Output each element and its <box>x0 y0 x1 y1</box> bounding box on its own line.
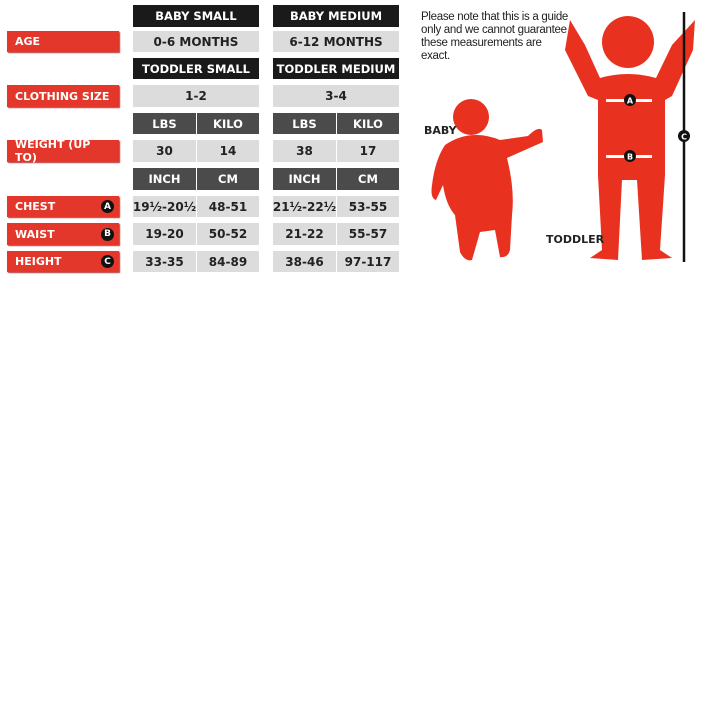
label-height: HEIGHT C <box>7 251 119 272</box>
unit-kilo: KILO <box>197 113 259 134</box>
unit-cm: CM <box>197 168 259 190</box>
label-text: CHEST <box>15 200 56 213</box>
svg-text:C: C <box>681 133 687 142</box>
unit-inch: INCH <box>133 168 196 190</box>
waist-cell: 50-52 <box>197 223 259 245</box>
unit-cm: CM <box>337 168 399 190</box>
disclaimer-note: Please note that this is a guide only an… <box>421 11 569 62</box>
label-text: WAIST <box>15 227 55 241</box>
label-text: HEIGHT <box>15 255 62 268</box>
marker-c-icon: C <box>101 255 114 268</box>
label-weight: WEIGHT (UP TO) <box>7 138 119 164</box>
label-clothing-size: CLOTHING SIZE <box>7 85 119 107</box>
age-small: 0-6 MONTHS <box>133 31 259 52</box>
marker-c-icon: C <box>678 130 690 142</box>
svg-text:B: B <box>627 153 633 162</box>
height-cell: 38-46 <box>273 251 336 272</box>
unit-inch: INCH <box>273 168 336 190</box>
toddler-silhouette <box>565 16 695 260</box>
chest-cell: 21½-22½ <box>273 196 336 217</box>
weight-cell: 14 <box>197 140 259 162</box>
toddler-label: TODDLER <box>546 233 605 246</box>
weight-cell: 38 <box>273 140 336 162</box>
height-cell: 97-117 <box>337 251 399 272</box>
clothing-size-small: 1-2 <box>133 85 259 107</box>
waist-cell: 21-22 <box>273 223 336 245</box>
chest-cell: 19½-20½ <box>133 196 196 217</box>
height-cell: 33-35 <box>133 251 196 272</box>
marker-a-icon: A <box>624 94 636 106</box>
unit-lbs: LBS <box>133 113 196 134</box>
header-baby-small: BABY SMALL <box>133 5 259 27</box>
figures-illustration: A B C <box>431 12 695 262</box>
waist-cell: 55-57 <box>337 223 399 245</box>
marker-a-icon: A <box>101 200 114 213</box>
age-medium: 6-12 MONTHS <box>273 31 399 52</box>
label-text: WEIGHT (UP TO) <box>15 138 91 164</box>
weight-cell: 17 <box>337 140 399 162</box>
label-waist: WAIST B <box>7 223 119 245</box>
unit-lbs: LBS <box>273 113 336 134</box>
unit-kilo: KILO <box>337 113 399 134</box>
chest-cell: 53-55 <box>337 196 399 217</box>
height-cell: 84-89 <box>197 251 259 272</box>
baby-silhouette <box>431 99 543 261</box>
header-toddler-small: TODDLER SMALL <box>133 58 259 79</box>
label-text: CLOTHING SIZE <box>15 89 110 103</box>
marker-b-icon: B <box>101 227 114 241</box>
chest-cell: 48-51 <box>197 196 259 217</box>
marker-b-icon: B <box>624 150 636 162</box>
label-age: AGE <box>7 31 119 52</box>
waist-cell: 19-20 <box>133 223 196 245</box>
header-baby-medium: BABY MEDIUM <box>273 5 399 27</box>
weight-cell: 30 <box>133 140 196 162</box>
baby-label: BABY <box>424 124 457 137</box>
label-chest: CHEST A <box>7 196 119 217</box>
label-text: AGE <box>15 35 41 48</box>
header-toddler-medium: TODDLER MEDIUM <box>273 58 399 79</box>
svg-text:A: A <box>627 97 634 106</box>
clothing-size-medium: 3-4 <box>273 85 399 107</box>
